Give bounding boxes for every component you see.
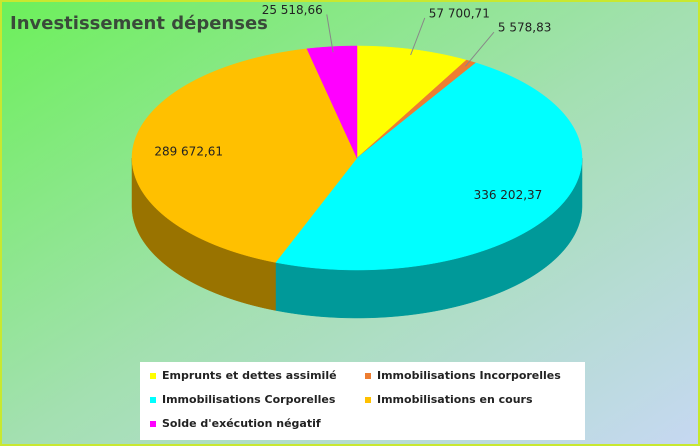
slice <box>356 45 467 159</box>
legend-label: Immobilisations en cours <box>377 393 533 406</box>
legend-swatch <box>150 373 156 379</box>
slice <box>131 48 358 263</box>
legend-swatch <box>365 397 371 403</box>
legend-label: Immobilisations Corporelles <box>162 393 336 406</box>
chart-title: Investissement dépenses <box>10 13 268 34</box>
leader-line <box>465 31 495 67</box>
data-label: 289 672,61 <box>154 144 223 158</box>
data-label: 25 518,66 <box>262 3 323 17</box>
leader-line <box>326 14 334 53</box>
legend-swatch <box>150 397 156 403</box>
slice <box>275 62 583 271</box>
legend-label: Solde d'exécution négatif <box>162 417 321 430</box>
data-label: 57 700,71 <box>429 6 490 20</box>
legend-swatch <box>365 373 371 379</box>
legend-label: Immobilisations Incorporelles <box>377 369 561 382</box>
data-label: 336 202,37 <box>474 188 543 202</box>
legend-label: Emprunts et dettes assimilé <box>162 369 337 382</box>
legend-swatch <box>150 421 156 427</box>
leader-line <box>410 17 426 56</box>
legend-box <box>140 362 585 440</box>
data-label: 5 578,83 <box>498 21 551 35</box>
